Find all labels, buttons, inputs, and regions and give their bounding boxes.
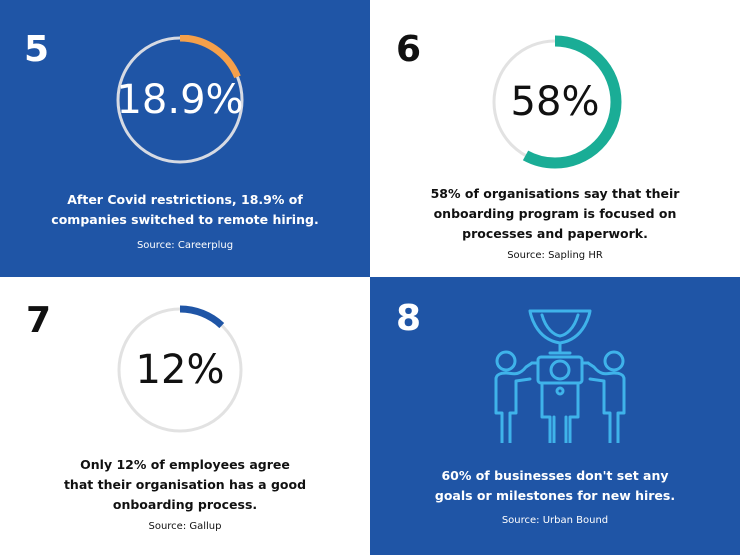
description-line: 60% of businesses don't set any: [441, 468, 669, 483]
stat-description: 58% of organisations say that their onbo…: [415, 184, 695, 244]
description-line: Only 12% of employees agree: [80, 457, 290, 472]
ring-svg: [115, 35, 245, 165]
description-line: that their organisation has a good: [63, 477, 307, 492]
team-trophy-icon: [490, 305, 630, 445]
stat-card-5: 5 18.9% After Covid restrictions, 18.9% …: [0, 0, 370, 277]
description-line: onboarding process.: [112, 497, 258, 512]
stat-card-7: 7 12% Only 12% of employees agree that t…: [0, 277, 370, 555]
description-line: 58% of organisations say that their: [430, 186, 680, 201]
stat-number: 7: [26, 300, 52, 341]
stat-source: Source: Careerplug: [136, 240, 234, 251]
stat-card-6: 6 58% 58% of organisations say that thei…: [370, 0, 740, 277]
stat-number: 5: [24, 29, 50, 70]
stat-number: 8: [396, 298, 422, 339]
percent-ring: 18.9%: [115, 35, 245, 165]
description-line: After Covid restrictions, 18.9% of: [67, 192, 303, 207]
ring-svg: [115, 305, 245, 435]
stat-source: Source: Gallup: [148, 521, 222, 532]
percent-value: 58%: [510, 79, 600, 125]
stat-description: 60% of businesses don't set any goals or…: [415, 466, 695, 506]
description-line: companies switched to remote hiring.: [51, 212, 319, 227]
stat-description: After Covid restrictions, 18.9% of compa…: [45, 190, 325, 230]
stat-source: Source: Urban Bound: [501, 515, 609, 526]
ring-progress: [488, 35, 622, 169]
stat-number: 6: [396, 29, 422, 70]
description-line: onboarding program is focused on: [433, 206, 677, 221]
percent-ring: 58%: [488, 35, 622, 169]
percent-value: 18.9%: [116, 77, 244, 123]
stat-card-8: 8: [370, 277, 740, 555]
stat-description: Only 12% of employees agree that their o…: [45, 455, 325, 515]
percent-ring: 12%: [115, 305, 245, 435]
stat-source: Source: Sapling HR: [507, 250, 603, 261]
ring-svg: [488, 35, 622, 169]
ring-progress: [115, 305, 245, 435]
ring-progress: [115, 35, 245, 165]
description-line: processes and paperwork.: [462, 226, 648, 241]
description-line: goals or milestones for new hires.: [434, 488, 676, 503]
percent-value: 12%: [135, 347, 225, 393]
